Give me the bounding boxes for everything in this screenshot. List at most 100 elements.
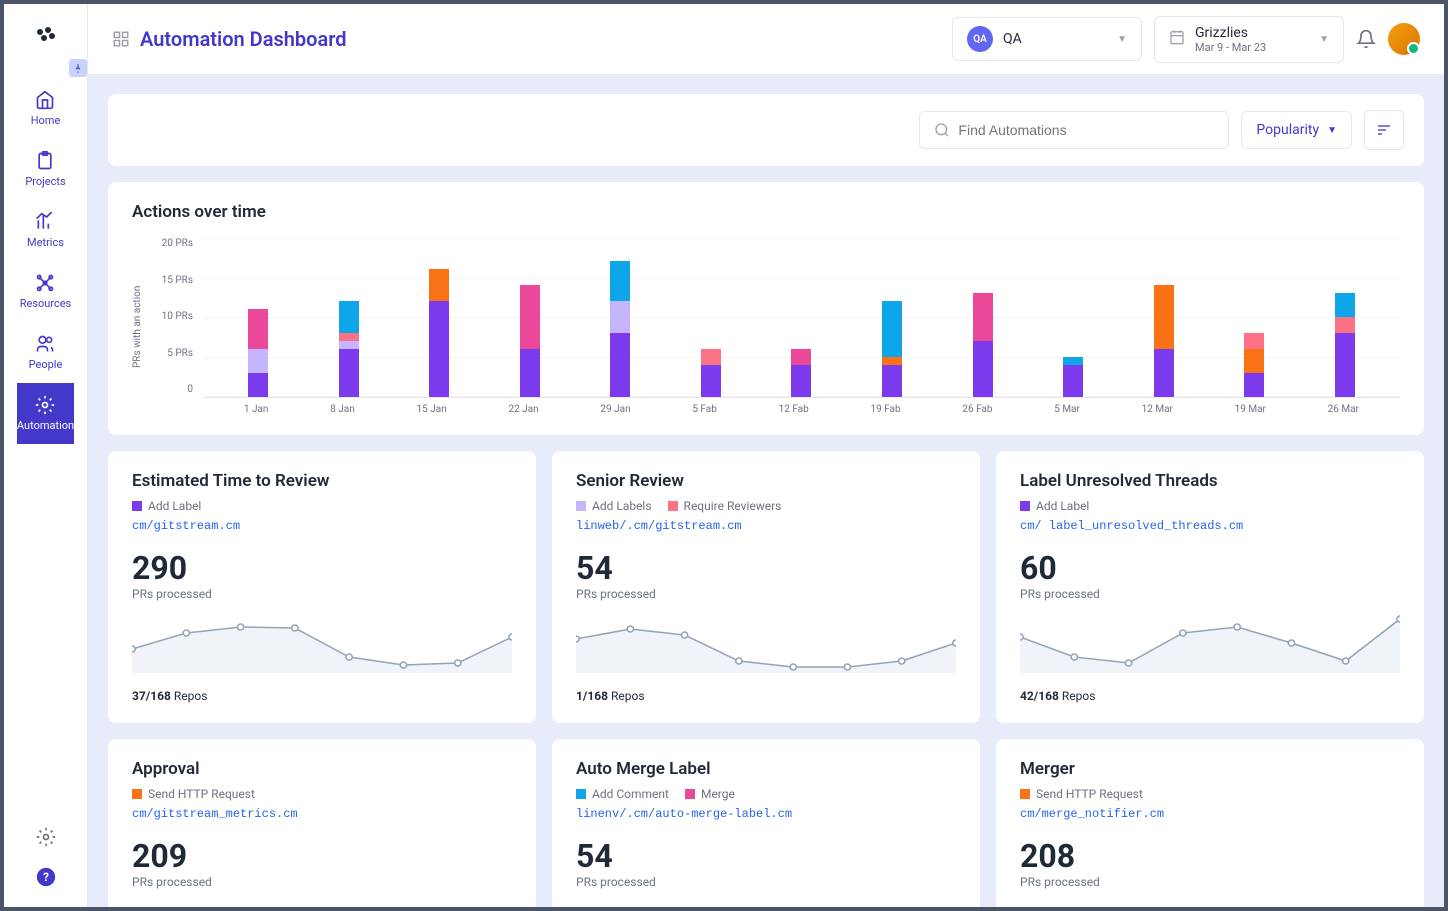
automation-card[interactable]: Estimated Time to Review Add Label cm/gi… (108, 451, 536, 723)
x-label: 29 Jan (600, 404, 630, 415)
x-label: 8 Jan (330, 404, 355, 415)
automation-card[interactable]: Senior Review Add LabelsRequire Reviewer… (552, 451, 980, 723)
bar (791, 349, 811, 397)
y-tick: 0 (153, 384, 193, 395)
sidebar: Home Projects Metrics Resources People Automa… (4, 4, 88, 907)
sidebar-item-label: Home (31, 114, 61, 127)
automation-card[interactable]: Merger Send HTTP Request cm/merge_notifi… (996, 739, 1424, 907)
bar (248, 309, 268, 397)
automation-card[interactable]: Auto Merge Label Add CommentMerge linenv… (552, 739, 980, 907)
bar-segment (610, 333, 630, 397)
bar-segment (429, 301, 449, 397)
card-path: cm/gitstream.cm (132, 519, 512, 533)
bar-segment (701, 349, 721, 365)
tag-color (132, 501, 142, 511)
home-icon (35, 90, 55, 110)
bar-segment (1335, 293, 1355, 317)
projects-icon (35, 151, 55, 171)
x-label: 19 Fab (870, 404, 900, 415)
sort-label: Popularity (1256, 122, 1319, 138)
grid-icon (112, 30, 130, 48)
bar-segment (1244, 349, 1264, 373)
bar-segment (339, 301, 359, 333)
card-title: Senior Review (576, 471, 956, 491)
org-label: QA (1003, 31, 1022, 47)
org-badge: QA (967, 26, 993, 52)
tag-label: Add Label (1036, 499, 1089, 513)
sidebar-item-label: Projects (25, 175, 65, 188)
notifications-icon[interactable] (1356, 29, 1376, 49)
card-tags: Add LabelsRequire Reviewers (576, 499, 956, 513)
bar-segment (701, 365, 721, 397)
search-input-wrapper[interactable] (919, 111, 1229, 149)
card-title: Auto Merge Label (576, 759, 956, 779)
date-range: Mar 9 - Mar 23 (1195, 41, 1266, 54)
card-tags: Add Label (132, 499, 512, 513)
x-label: 12 Mar (1142, 404, 1173, 415)
sidebar-item-people[interactable]: People (17, 322, 74, 383)
sort-direction-button[interactable] (1364, 110, 1404, 150)
bar (1244, 333, 1264, 397)
calendar-icon (1169, 29, 1185, 49)
automation-card[interactable]: Label Unresolved Threads Add Label cm/ l… (996, 451, 1424, 723)
sidebar-item-resources[interactable]: Resources (17, 261, 74, 322)
bar (429, 269, 449, 397)
search-input[interactable] (958, 122, 1214, 138)
svg-text:?: ? (43, 870, 49, 884)
help-icon[interactable]: ? (36, 867, 56, 887)
automation-icon (35, 395, 55, 415)
search-icon (934, 122, 950, 138)
card-tags: Send HTTP Request (1020, 787, 1400, 801)
logo[interactable] (34, 24, 58, 48)
sidebar-item-metrics[interactable]: Metrics (17, 200, 74, 261)
card-tags: Add Comment Merge (576, 787, 956, 801)
sidebar-item-home[interactable]: Home (17, 78, 74, 139)
bar (339, 301, 359, 397)
bar (1335, 293, 1355, 397)
card-footer: 42/168 Repos (1020, 689, 1400, 703)
user-avatar[interactable] (1388, 23, 1420, 55)
tag: Add Comment (576, 787, 669, 801)
card-metric: 290 (132, 549, 512, 587)
resources-icon (35, 273, 55, 293)
card-tags: Send HTTP Request (132, 787, 512, 801)
sidebar-item-automation[interactable]: Automation (17, 383, 74, 444)
bar (882, 301, 902, 397)
card-title: Merger (1020, 759, 1400, 779)
bar-segment (339, 333, 359, 341)
sparkline (1020, 613, 1400, 673)
org-selector[interactable]: QA QA ▼ (952, 17, 1142, 61)
bar-segment (1244, 333, 1264, 349)
metrics-icon (35, 212, 55, 232)
people-icon (35, 334, 55, 354)
tag-color (668, 501, 678, 511)
bar-segment (610, 301, 630, 333)
bar-segment (791, 365, 811, 397)
bar (520, 285, 540, 397)
sidebar-item-label: Resources (20, 297, 72, 310)
date-title: Grizzlies (1195, 25, 1266, 41)
sparkline (132, 613, 512, 673)
bar-segment (1063, 365, 1083, 397)
settings-icon[interactable] (36, 827, 56, 847)
pin-icon[interactable] (69, 59, 87, 77)
sort-dropdown[interactable]: Popularity ▼ (1241, 111, 1352, 149)
automation-card[interactable]: Approval Send HTTP Request cm/gitstream_… (108, 739, 536, 907)
y-axis-label: PRs with an action (132, 238, 143, 415)
card-path: cm/ label_unresolved_threads.cm (1020, 519, 1400, 533)
bar-segment (339, 349, 359, 397)
tag-color (685, 789, 695, 799)
sidebar-item-projects[interactable]: Projects (17, 139, 74, 200)
x-label: 15 Jan (417, 404, 447, 415)
bar-segment (1335, 317, 1355, 333)
tag-label: Send HTTP Request (1036, 787, 1143, 801)
card-metric-label: PRs processed (1020, 875, 1400, 889)
tag: Merge (685, 787, 735, 801)
bar-segment (973, 341, 993, 397)
sidebar-item-label: Automation (17, 419, 74, 432)
sidebar-item-label: Metrics (27, 236, 64, 249)
tag-label: Require Reviewers (684, 499, 782, 513)
tag: Require Reviewers (668, 499, 782, 513)
date-range-selector[interactable]: Grizzlies Mar 9 - Mar 23 ▼ (1154, 16, 1344, 63)
bar (1063, 357, 1083, 397)
